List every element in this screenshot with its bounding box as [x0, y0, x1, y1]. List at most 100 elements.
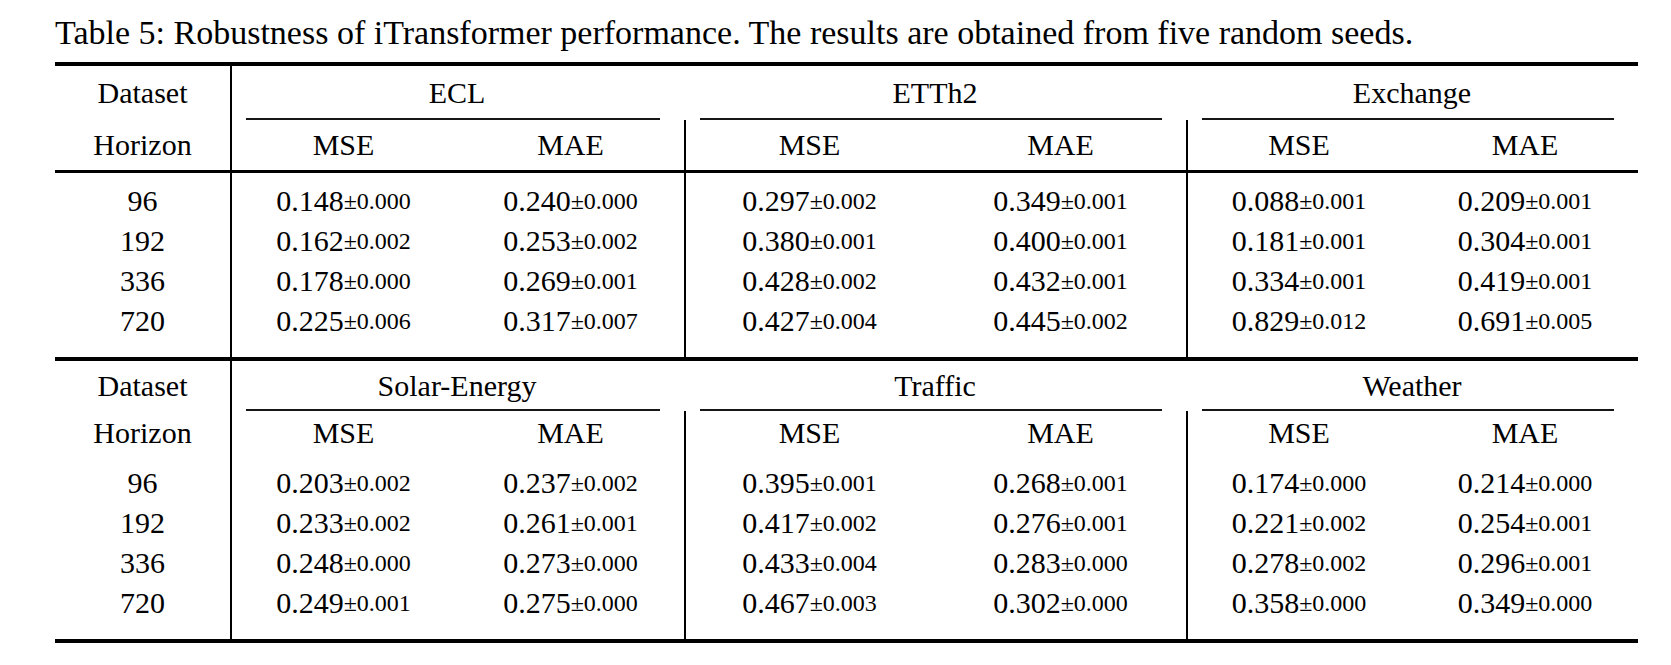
value-cell: 0.417±0.002 [684, 503, 935, 543]
mae-header: MAE [457, 411, 684, 455]
std-value: ±0.000 [1061, 590, 1128, 617]
mae-header: MAE [935, 120, 1186, 170]
std-value: ±0.002 [571, 470, 638, 497]
value-cell: 0.273±0.000 [457, 543, 684, 583]
cmidrule [246, 409, 660, 411]
std-value: ±0.001 [810, 470, 877, 497]
std-value: ±0.001 [810, 228, 877, 255]
mean-value: 0.278 [1232, 546, 1300, 580]
mean-value: 0.181 [1232, 224, 1300, 258]
mean-value: 0.214 [1458, 466, 1526, 500]
mean-value: 0.297 [742, 184, 810, 218]
std-value: ±0.001 [1299, 268, 1366, 295]
mean-value: 0.275 [503, 586, 571, 620]
value-cell: 0.237±0.002 [457, 463, 684, 503]
mean-value: 0.304 [1458, 224, 1526, 258]
mean-value: 0.240 [503, 184, 571, 218]
mean-value: 0.433 [742, 546, 810, 580]
value-cell: 0.349±0.000 [1412, 583, 1638, 623]
horizon-cell: 192 [55, 503, 230, 543]
dataset-name: Traffic [684, 361, 1186, 411]
dataset-name-text: ETTh2 [893, 76, 978, 110]
std-value: ±0.002 [810, 188, 877, 215]
std-value: ±0.006 [344, 308, 411, 335]
std-value: ±0.001 [1525, 268, 1592, 295]
mae-header: MAE [1412, 411, 1638, 455]
value-cell: 0.275±0.000 [457, 583, 684, 623]
mean-value: 0.203 [276, 466, 344, 500]
mean-value: 0.254 [1458, 506, 1526, 540]
value-cell: 0.240±0.000 [457, 181, 684, 221]
value-cell: 0.283±0.000 [935, 543, 1186, 583]
mean-value: 0.178 [276, 264, 344, 298]
mean-value: 0.395 [742, 466, 810, 500]
value-cell: 0.467±0.003 [684, 583, 935, 623]
mean-value: 0.349 [1458, 586, 1526, 620]
horizon-label: Horizon [55, 411, 230, 455]
value-cell: 0.269±0.001 [457, 261, 684, 301]
std-value: ±0.004 [810, 308, 877, 335]
data-rows: 96 0.203±0.002 0.237±0.002 0.395±0.001 0… [55, 455, 1638, 639]
value-cell: 0.400±0.001 [935, 221, 1186, 261]
value-cell: 0.419±0.001 [1412, 261, 1638, 301]
dataset-label: Dataset [55, 361, 230, 411]
value-cell: 0.203±0.002 [230, 463, 457, 503]
horizon-cell: 96 [55, 181, 230, 221]
std-value: ±0.002 [1061, 308, 1128, 335]
value-cell: 0.829±0.012 [1186, 301, 1412, 341]
mean-value: 0.358 [1232, 586, 1300, 620]
dataset-name: Weather [1186, 361, 1638, 411]
mean-value: 0.233 [276, 506, 344, 540]
mse-header: MSE [230, 411, 457, 455]
std-value: ±0.001 [571, 268, 638, 295]
mae-header: MAE [457, 120, 684, 170]
value-cell: 0.214±0.000 [1412, 463, 1638, 503]
mean-value: 0.162 [276, 224, 344, 258]
std-value: ±0.001 [1061, 470, 1128, 497]
mean-value: 0.302 [993, 586, 1061, 620]
data-rows: 96 0.148±0.000 0.240±0.000 0.297±0.002 0… [55, 173, 1638, 357]
mae-header: MAE [935, 411, 1186, 455]
value-cell: 0.691±0.005 [1412, 301, 1638, 341]
std-value: ±0.000 [344, 188, 411, 215]
std-value: ±0.001 [1061, 268, 1128, 295]
std-value: ±0.001 [1061, 188, 1128, 215]
mae-header: MAE [1412, 120, 1638, 170]
mean-value: 0.419 [1458, 264, 1526, 298]
std-value: ±0.000 [571, 590, 638, 617]
std-value: ±0.000 [1525, 470, 1592, 497]
std-value: ±0.001 [1299, 188, 1366, 215]
std-value: ±0.001 [571, 510, 638, 537]
value-cell: 0.253±0.002 [457, 221, 684, 261]
mean-value: 0.221 [1232, 506, 1300, 540]
table-row: 96 0.148±0.000 0.240±0.000 0.297±0.002 0… [55, 181, 1638, 221]
value-cell: 0.302±0.000 [935, 583, 1186, 623]
mean-value: 0.276 [993, 506, 1061, 540]
value-cell: 0.254±0.001 [1412, 503, 1638, 543]
metric-header-row: Horizon MSE MAE MSE MAE MSE MAE [55, 120, 1638, 173]
value-cell: 0.088±0.001 [1186, 181, 1412, 221]
value-cell: 0.317±0.007 [457, 301, 684, 341]
mean-value: 0.691 [1458, 304, 1526, 338]
value-cell: 0.296±0.001 [1412, 543, 1638, 583]
value-cell: 0.221±0.002 [1186, 503, 1412, 543]
std-value: ±0.001 [1525, 228, 1592, 255]
std-value: ±0.004 [810, 550, 877, 577]
value-cell: 0.432±0.001 [935, 261, 1186, 301]
std-value: ±0.000 [1299, 590, 1366, 617]
value-cell: 0.148±0.000 [230, 181, 457, 221]
value-cell: 0.268±0.001 [935, 463, 1186, 503]
value-cell: 0.249±0.001 [230, 583, 457, 623]
results-table: Dataset ECL ETTh2 Exchange Horizon MSE M… [55, 62, 1638, 643]
table-row: 192 0.162±0.002 0.253±0.002 0.380±0.001 … [55, 221, 1638, 261]
cmidrule [1202, 409, 1614, 411]
std-value: ±0.001 [1061, 228, 1128, 255]
cmidrule [700, 118, 1162, 120]
mean-value: 0.428 [742, 264, 810, 298]
value-cell: 0.174±0.000 [1186, 463, 1412, 503]
mean-value: 0.273 [503, 546, 571, 580]
mean-value: 0.268 [993, 466, 1061, 500]
std-value: ±0.001 [1061, 510, 1128, 537]
std-value: ±0.007 [571, 308, 638, 335]
mse-header: MSE [230, 120, 457, 170]
